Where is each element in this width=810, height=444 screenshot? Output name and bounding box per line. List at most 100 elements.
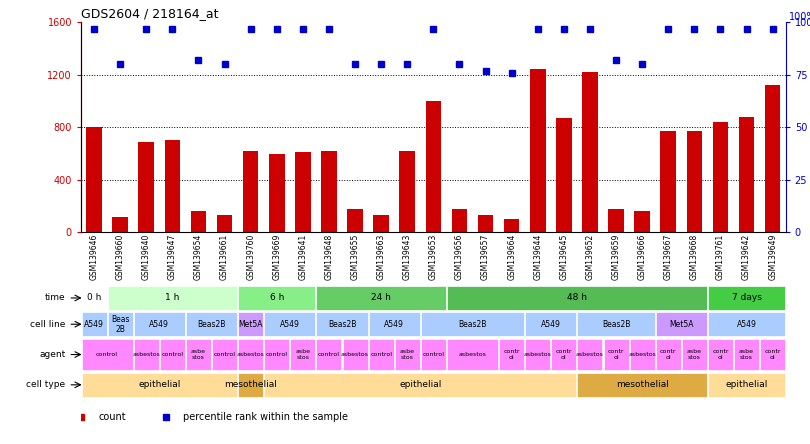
- Text: asbestos: asbestos: [132, 352, 160, 357]
- Text: asbestos: asbestos: [237, 352, 265, 357]
- Text: GSM139654: GSM139654: [194, 234, 203, 280]
- Text: GSM139666: GSM139666: [637, 234, 646, 280]
- Bar: [660, 131, 676, 232]
- Text: GSM139659: GSM139659: [612, 234, 620, 280]
- Bar: [317, 339, 342, 370]
- Text: time: time: [45, 293, 66, 302]
- Text: GSM139661: GSM139661: [220, 234, 229, 280]
- Text: epithelial: epithelial: [139, 381, 181, 389]
- Text: GSM139646: GSM139646: [90, 234, 99, 280]
- Bar: [317, 286, 446, 310]
- Bar: [447, 286, 707, 310]
- Text: GSM139641: GSM139641: [298, 234, 307, 280]
- Text: cell type: cell type: [27, 381, 66, 389]
- Text: 24 h: 24 h: [371, 293, 391, 302]
- Bar: [264, 373, 577, 397]
- Bar: [108, 312, 133, 336]
- Text: Beas
2B: Beas 2B: [111, 315, 130, 333]
- Text: Beas2B: Beas2B: [458, 320, 487, 329]
- Text: 1 h: 1 h: [165, 293, 180, 302]
- Text: Met5A: Met5A: [669, 320, 693, 329]
- Text: 0 h: 0 h: [87, 293, 101, 302]
- Bar: [160, 339, 185, 370]
- Text: A549: A549: [149, 320, 169, 329]
- Bar: [656, 312, 707, 336]
- Bar: [556, 118, 572, 232]
- Text: asbe
stos: asbe stos: [687, 349, 701, 360]
- Bar: [447, 339, 498, 370]
- Bar: [656, 339, 680, 370]
- Bar: [708, 339, 733, 370]
- Bar: [713, 122, 728, 232]
- Bar: [238, 286, 315, 310]
- Bar: [708, 373, 785, 397]
- Bar: [190, 211, 207, 232]
- Text: agent: agent: [39, 350, 66, 359]
- Text: GSM139664: GSM139664: [507, 234, 516, 280]
- Bar: [478, 215, 493, 232]
- Bar: [739, 117, 754, 232]
- Bar: [578, 339, 603, 370]
- Bar: [134, 339, 159, 370]
- Bar: [369, 312, 420, 336]
- Text: 7 days: 7 days: [731, 293, 761, 302]
- Text: GSM139656: GSM139656: [455, 234, 464, 280]
- Text: GSM139655: GSM139655: [351, 234, 360, 280]
- Bar: [734, 339, 759, 370]
- Bar: [139, 142, 154, 232]
- Bar: [421, 312, 524, 336]
- Text: GSM139642: GSM139642: [742, 234, 751, 280]
- Text: asbestos: asbestos: [458, 352, 487, 357]
- Bar: [217, 215, 232, 232]
- Text: GSM139660: GSM139660: [116, 234, 125, 280]
- Bar: [164, 140, 180, 232]
- Bar: [708, 286, 785, 310]
- Bar: [421, 339, 446, 370]
- Text: asbe
stos: asbe stos: [400, 349, 415, 360]
- Text: asbestos: asbestos: [341, 352, 369, 357]
- Text: epithelial: epithelial: [399, 381, 441, 389]
- Bar: [290, 339, 315, 370]
- Text: A549: A549: [280, 320, 300, 329]
- Text: epithelial: epithelial: [726, 381, 768, 389]
- Text: control: control: [266, 352, 288, 357]
- Bar: [369, 339, 394, 370]
- Text: control: control: [318, 352, 340, 357]
- Bar: [629, 339, 654, 370]
- Text: 6 h: 6 h: [270, 293, 284, 302]
- Bar: [82, 312, 107, 336]
- Text: Beas2B: Beas2B: [198, 320, 226, 329]
- Bar: [343, 339, 368, 370]
- Bar: [525, 312, 577, 336]
- Text: GSM139663: GSM139663: [377, 234, 386, 280]
- Text: count: count: [99, 412, 126, 421]
- Text: Beas2B: Beas2B: [328, 320, 356, 329]
- Bar: [425, 101, 441, 232]
- Text: contr
ol: contr ol: [556, 349, 572, 360]
- Text: GSM139761: GSM139761: [716, 234, 725, 280]
- Text: asbe
stos: asbe stos: [191, 349, 206, 360]
- Text: GSM139643: GSM139643: [403, 234, 411, 280]
- Text: GDS2604 / 218164_at: GDS2604 / 218164_at: [81, 7, 219, 20]
- Text: contr
ol: contr ol: [608, 349, 625, 360]
- Bar: [452, 209, 467, 232]
- Text: asbe
stos: asbe stos: [739, 349, 754, 360]
- Bar: [264, 339, 289, 370]
- Text: A549: A549: [84, 320, 104, 329]
- Bar: [82, 286, 107, 310]
- Bar: [394, 339, 420, 370]
- Text: GSM139657: GSM139657: [481, 234, 490, 280]
- Text: GSM139653: GSM139653: [428, 234, 438, 280]
- Bar: [682, 339, 707, 370]
- Text: A549: A549: [736, 320, 757, 329]
- Bar: [530, 69, 546, 232]
- Text: asbe
stos: asbe stos: [296, 349, 310, 360]
- Text: GSM139644: GSM139644: [533, 234, 542, 280]
- Text: 48 h: 48 h: [567, 293, 587, 302]
- Text: contr
ol: contr ol: [660, 349, 676, 360]
- Text: control: control: [96, 352, 118, 357]
- Bar: [603, 339, 629, 370]
- Text: mesothelial: mesothelial: [616, 381, 668, 389]
- Bar: [186, 339, 211, 370]
- Text: GSM139649: GSM139649: [768, 234, 777, 280]
